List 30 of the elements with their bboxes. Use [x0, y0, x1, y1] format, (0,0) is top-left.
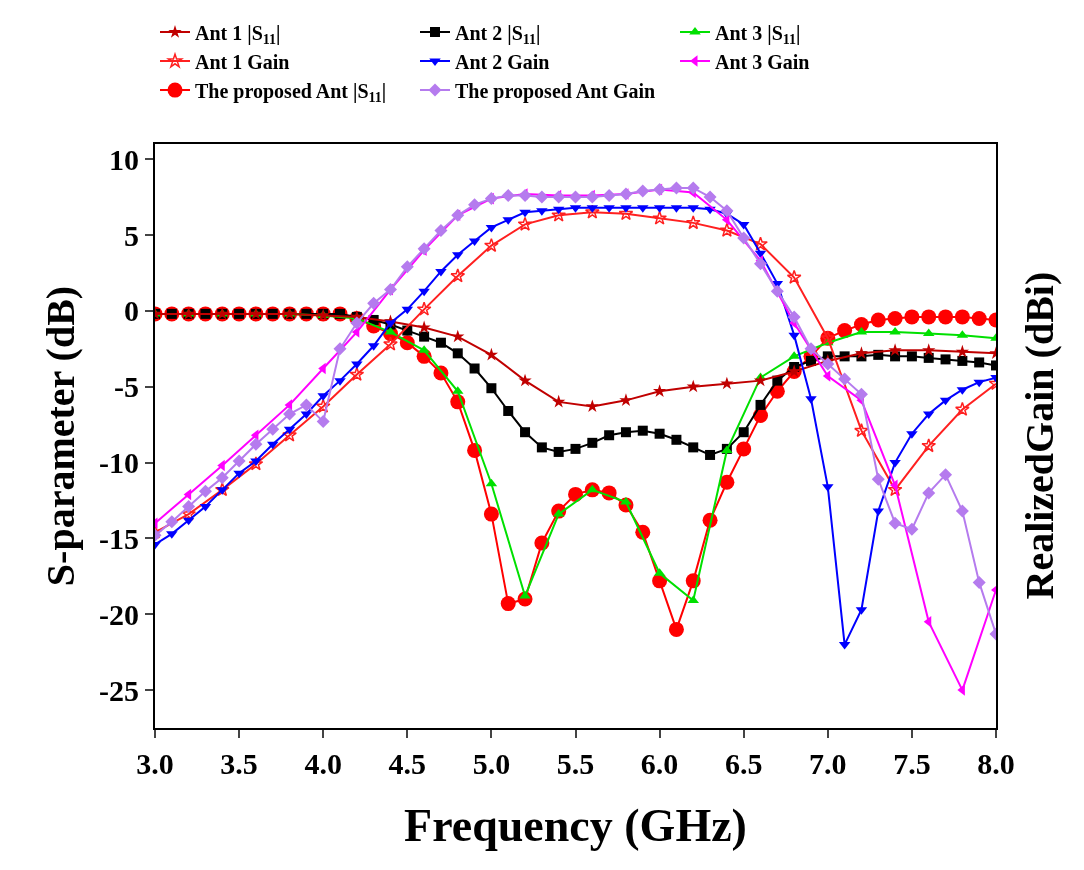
y-tick-label: -10 [99, 446, 139, 480]
y-axis-title: S-parameter (dB) [38, 285, 83, 587]
y-tick-label: -15 [99, 521, 139, 555]
legend-label: The proposed Ant Gain [455, 79, 656, 103]
x-tick-label: 4.5 [388, 747, 427, 780]
x-tick-label: 8.0 [977, 747, 1015, 780]
legend-label: Ant 1 |S$_{11}$| [195, 21, 281, 48]
legend-label: Ant 2 |S$_{11}$| [455, 21, 541, 48]
x-tick-label: 7.5 [893, 747, 931, 780]
x-axis-title: Frequency (GHz) [404, 800, 747, 852]
legend-label: Ant 2 Gain [455, 50, 550, 73]
legend-label: Ant 3 Gain [715, 50, 810, 73]
y-tick-label: 5 [124, 218, 139, 252]
x-tick-label: 4.0 [304, 747, 342, 780]
y2-axis-title: RealizedGain (dBi) [1016, 271, 1062, 600]
legend-label: Ant 3 |S$_{11}$| [715, 21, 801, 48]
x-tick-label: 3.5 [220, 747, 258, 780]
x-tick-label: 6.5 [724, 747, 763, 780]
legend-label: The proposed Ant |S$_{11}$| [195, 79, 387, 106]
y-tick-label: 0 [124, 294, 139, 328]
x-tick-label: 5.5 [556, 747, 595, 780]
x-tick-label: 5.0 [472, 747, 511, 780]
legend-label: Ant 1 Gain [195, 50, 290, 73]
x-tick-label: 7.0 [809, 747, 847, 780]
y-tick-label: -5 [114, 370, 139, 404]
y-tick-label: -20 [99, 597, 139, 631]
x-tick-label: 6.0 [640, 747, 679, 780]
y-tick-label: 10 [109, 142, 139, 176]
x-tick-label: 3.0 [136, 747, 174, 780]
y-tick-label: -25 [99, 673, 139, 707]
